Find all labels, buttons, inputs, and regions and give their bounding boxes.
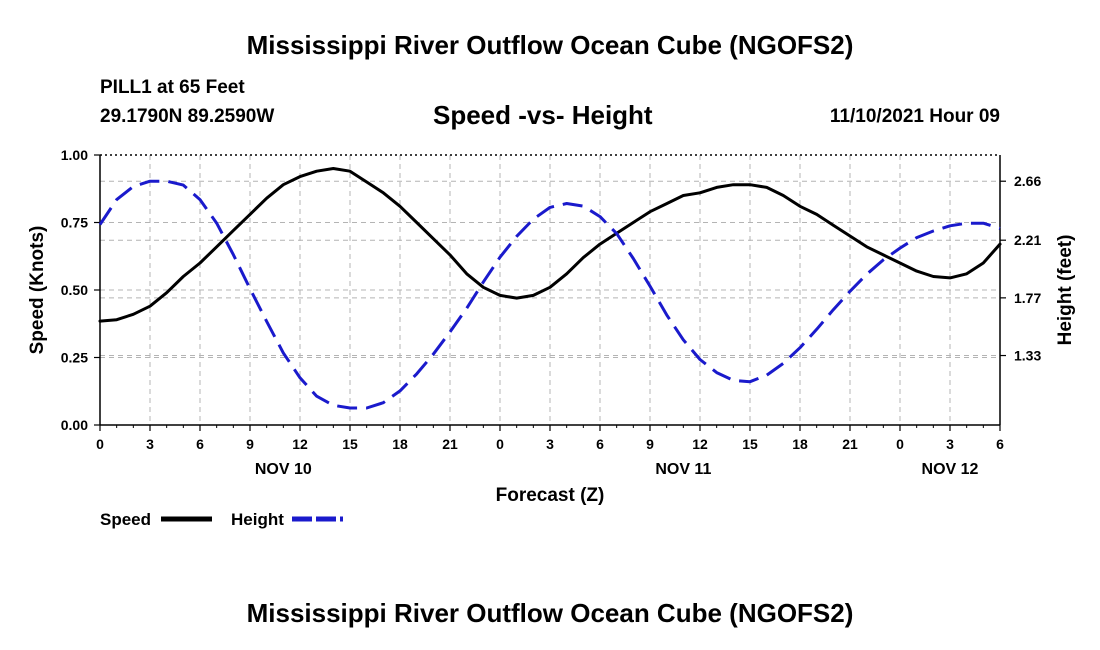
x-tick-label: 0 — [496, 436, 504, 452]
series-line-height — [98, 179, 1001, 410]
x-tick-label: 6 — [196, 436, 204, 452]
y-tick-label: 0.75 — [61, 215, 88, 231]
forecast-datetime: 11/10/2021 Hour 09 — [829, 106, 1000, 127]
x-tick-label: 21 — [442, 436, 458, 452]
chart-subtitle: Speed -vs- Height — [433, 100, 653, 130]
x-tick-label: 21 — [842, 436, 858, 452]
x-tick-label: 15 — [342, 436, 358, 452]
station-label: PILL1 at 65 Feet — [100, 77, 245, 98]
x-tick-label: 9 — [646, 436, 654, 452]
x-tick-label: 12 — [292, 436, 308, 452]
legend-label-speed: Speed — [100, 510, 151, 529]
y2-tick-label: 1.33 — [1014, 348, 1041, 364]
x-tick-label: 0 — [896, 436, 904, 452]
y2-tick-label: 1.77 — [1014, 290, 1041, 306]
series-line-speed — [98, 167, 1002, 323]
y2-tick-label: 2.21 — [1014, 232, 1041, 248]
x-tick-label: 3 — [146, 436, 154, 452]
y-tick-label: 0.00 — [61, 417, 88, 433]
x-tick-label: 6 — [596, 436, 604, 452]
x-tick-label: 18 — [792, 436, 808, 452]
x-tick-label: 0 — [96, 436, 104, 452]
x-tick-label: 3 — [546, 436, 554, 452]
date-label: NOV 10 — [255, 461, 312, 478]
x-axis-label: Forecast (Z) — [496, 485, 605, 506]
x-tick-label: 9 — [246, 436, 254, 452]
x-tick-label: 18 — [392, 436, 408, 452]
legend-label-height: Height — [231, 510, 284, 529]
station-coordinates: 29.1790N 89.2590W — [100, 106, 275, 127]
y-tick-label: 0.25 — [61, 350, 88, 366]
footer-title: Mississippi River Outflow Ocean Cube (NG… — [246, 598, 854, 628]
y-axis-label: Speed (Knots) — [27, 226, 48, 355]
x-tick-label: 6 — [996, 436, 1004, 452]
y2-tick-label: 2.66 — [1014, 173, 1041, 189]
y2-axis-label: Height (feet) — [1055, 235, 1076, 346]
x-tick-label: 15 — [742, 436, 758, 452]
date-label: NOV 12 — [922, 461, 979, 478]
y-tick-label: 0.50 — [61, 282, 88, 298]
x-tick-label: 3 — [946, 436, 954, 452]
y-tick-label: 1.00 — [61, 147, 88, 163]
chart-title: Mississippi River Outflow Ocean Cube (NG… — [246, 30, 854, 60]
date-label: NOV 11 — [655, 461, 711, 478]
x-tick-label: 12 — [692, 436, 708, 452]
